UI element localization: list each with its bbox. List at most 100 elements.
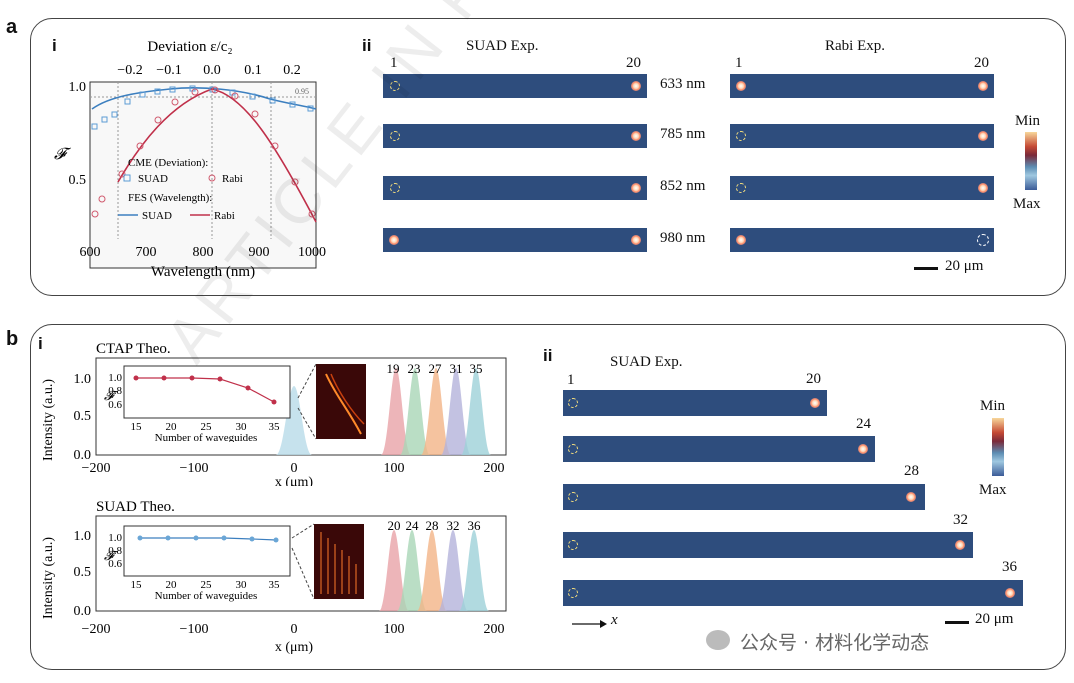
rabi-strip-633 bbox=[730, 74, 994, 98]
x-tick: −200 bbox=[82, 461, 111, 476]
panel-a-label: a bbox=[6, 16, 18, 38]
peak-label: 27 bbox=[429, 361, 443, 376]
wavelength-label: 980 nm bbox=[660, 230, 706, 246]
inset-y-tick: 0.6 bbox=[108, 399, 122, 411]
y-tick: 0.5 bbox=[69, 173, 87, 188]
input-marker bbox=[390, 131, 400, 141]
inset-x-tick: 35 bbox=[269, 579, 281, 591]
inset-x-tick: 20 bbox=[166, 579, 178, 591]
suad-title: SUAD Theo. bbox=[96, 499, 175, 515]
top-tick: −0.1 bbox=[156, 63, 181, 78]
start-index: 1 bbox=[567, 372, 575, 388]
peak-label: 32 bbox=[447, 518, 460, 533]
inset-x-tick: 25 bbox=[201, 421, 213, 433]
x-tick: 200 bbox=[484, 622, 505, 637]
inset-y-tick: 1.0 bbox=[108, 372, 122, 384]
inset-x-tick: 15 bbox=[131, 421, 143, 433]
suad-exp-strip-20 bbox=[563, 390, 827, 416]
input-marker bbox=[390, 81, 400, 91]
scale-label: 20 μm bbox=[975, 611, 1014, 627]
output-spot bbox=[631, 81, 641, 91]
top-tick: 0.1 bbox=[244, 63, 262, 78]
inset-x-label: Number of waveguides bbox=[155, 432, 258, 442]
output-marker bbox=[977, 234, 989, 246]
inset-x-tick: 35 bbox=[269, 421, 281, 433]
suad-strip-980 bbox=[383, 228, 647, 252]
legend-fes: FES (Wavelength): bbox=[128, 192, 212, 204]
x-tick: 200 bbox=[484, 461, 505, 476]
inset-x-tick: 25 bbox=[201, 579, 213, 591]
strip-end-label: 28 bbox=[904, 463, 919, 479]
peak-label: 24 bbox=[406, 518, 420, 533]
suad-fidelity-inset: 𝓕 1.0 0.8 0.6 15 20 25 30 35 Number of w… bbox=[104, 525, 291, 602]
input-marker bbox=[736, 131, 746, 141]
x-tick: 100 bbox=[384, 622, 405, 637]
panel-b-i-label: i bbox=[38, 334, 43, 353]
legend-cme-suad: SUAD bbox=[138, 173, 168, 185]
y-axis-label: 𝓕 bbox=[54, 146, 72, 163]
cbar-max: Max bbox=[1013, 196, 1041, 212]
wavelength-label: 633 nm bbox=[660, 76, 706, 92]
output-spot bbox=[810, 398, 820, 408]
panel-a-i-label: i bbox=[52, 36, 57, 55]
output-spot bbox=[906, 492, 916, 502]
output-spot bbox=[631, 131, 641, 141]
x-tick: 600 bbox=[80, 245, 101, 260]
suad-exp-strip-32 bbox=[563, 532, 973, 558]
scale-bar bbox=[945, 621, 969, 624]
wavelength-label: 785 nm bbox=[660, 126, 706, 142]
inset-x-tick: 20 bbox=[166, 421, 178, 433]
x-tick: −200 bbox=[82, 622, 111, 637]
x-tick: 800 bbox=[193, 245, 214, 260]
strip-end-label: 36 bbox=[1002, 559, 1017, 575]
suad-exp-title-b: SUAD Exp. bbox=[610, 354, 683, 370]
input-spot bbox=[389, 235, 399, 245]
inset-x-label: Number of waveguides bbox=[155, 590, 258, 602]
wechat-icon bbox=[706, 630, 730, 650]
rabi-strip-980 bbox=[730, 228, 994, 252]
suad-strip-633 bbox=[383, 74, 647, 98]
y-tick: 0.5 bbox=[74, 409, 92, 424]
suad-strip-852 bbox=[383, 176, 647, 200]
suad-exp-strip-28 bbox=[563, 484, 925, 510]
x-tick: 900 bbox=[249, 245, 270, 260]
peak-label: 19 bbox=[387, 361, 400, 376]
top-tick: −0.2 bbox=[117, 63, 142, 78]
input-marker bbox=[568, 540, 578, 550]
start-index: 1 bbox=[735, 55, 743, 71]
top-tick: 0.2 bbox=[283, 63, 301, 78]
output-spot bbox=[978, 183, 988, 193]
scale-label: 20 μm bbox=[945, 258, 984, 274]
end-index: 20 bbox=[974, 55, 989, 71]
cbar-min: Min bbox=[980, 398, 1006, 414]
inset-x-tick: 15 bbox=[131, 579, 143, 591]
x-tick: 0 bbox=[291, 622, 298, 637]
x-tick: 700 bbox=[136, 245, 157, 260]
peak-label: 31 bbox=[450, 361, 463, 376]
peak-label: 36 bbox=[468, 518, 482, 533]
inset-y-tick: 0.6 bbox=[108, 558, 122, 570]
ctap-fidelity-inset: 𝓕 1.0 0.8 0.6 15 20 25 30 35 Number of w… bbox=[104, 365, 291, 442]
y-tick: 0.5 bbox=[74, 565, 92, 580]
strip-end-label: 32 bbox=[953, 512, 968, 528]
x-tick: 1000 bbox=[298, 245, 326, 260]
panel-a-ii-label: ii bbox=[362, 36, 372, 55]
start-index: 1 bbox=[390, 55, 398, 71]
output-spot bbox=[631, 235, 641, 245]
panel-b-label: b bbox=[6, 328, 19, 350]
output-spot bbox=[1005, 588, 1015, 598]
inset-y-tick: 0.8 bbox=[108, 545, 122, 557]
ctap-title: CTAP Theo. bbox=[96, 341, 171, 357]
end-index: 20 bbox=[626, 55, 641, 71]
rabi-markers bbox=[91, 86, 316, 218]
inset-x-tick: 30 bbox=[236, 421, 248, 433]
wavelength-label: 852 nm bbox=[660, 178, 706, 194]
panel-b-ii-label: ii bbox=[543, 346, 553, 365]
top-tick: 0.0 bbox=[203, 63, 221, 78]
inset-y-tick: 0.8 bbox=[108, 385, 122, 397]
legend-fes-rabi: Rabi bbox=[214, 210, 235, 222]
input-marker bbox=[390, 183, 400, 193]
suad-exp-title: SUAD Exp. bbox=[466, 38, 539, 54]
colorbar bbox=[1025, 132, 1037, 190]
output-spot bbox=[858, 444, 868, 454]
